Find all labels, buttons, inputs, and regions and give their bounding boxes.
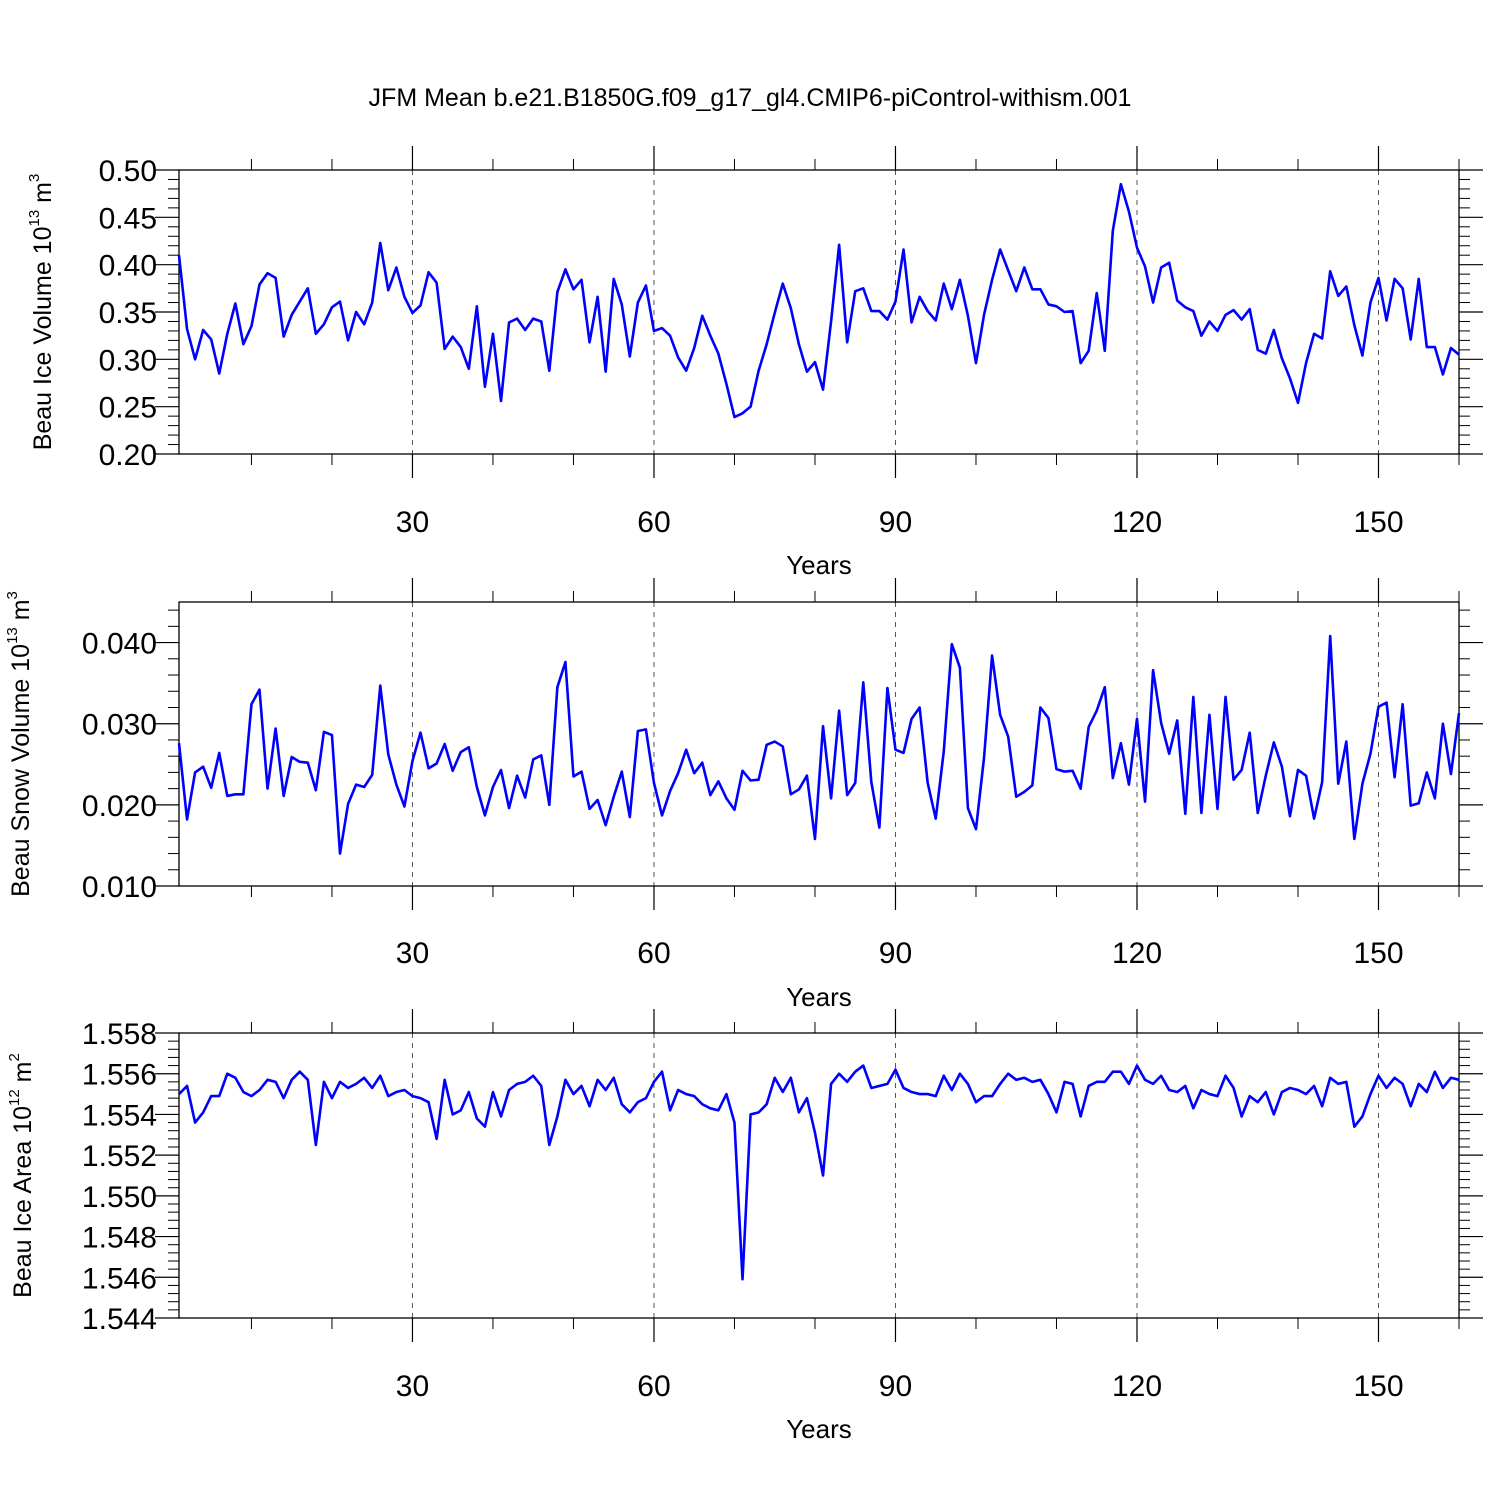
panel-1: 0.20 0.25 0.30 0.35 0.40 0.45 0.50 30 60 90 120 150…: [26, 146, 1483, 580]
y-axis-label: Beau Snow Volume 1013 m3: [4, 591, 35, 897]
y-axis-label: Beau Ice Volume 1013 m3: [26, 174, 57, 451]
x-tick-label: 120: [1112, 937, 1162, 970]
x-axis-label: Years: [786, 550, 852, 580]
x-tick-label: 60: [637, 937, 670, 970]
y-tick-label: 0.020: [82, 790, 157, 823]
y-tick-label: 1.552: [82, 1140, 157, 1173]
y-tick-label: 0.50: [99, 155, 157, 188]
x-tick-label: 150: [1353, 937, 1403, 970]
y-tick-label: 1.550: [82, 1181, 157, 1214]
y-tick-label: 0.25: [99, 392, 157, 425]
series-line: [177, 634, 1461, 855]
panel-2: 0.010 0.020 0.030 0.040 30 60 90 120 150 Years Bea…: [4, 578, 1483, 1012]
y-label-text: Beau Snow Volume 10: [7, 644, 35, 897]
x-tick-label: 150: [1353, 506, 1403, 539]
y-tick-label: 0.010: [82, 871, 157, 904]
y-tick-label: 1.548: [82, 1222, 157, 1255]
chart-title: JFM Mean b.e21.B1850G.f09_g17_gl4.CMIP6-…: [369, 84, 1132, 112]
x-tick-label: 60: [637, 506, 670, 539]
y-label-superscript: 3: [4, 591, 21, 599]
y-tick-label: 1.558: [82, 1018, 157, 1051]
y-tick-label: 0.45: [99, 202, 157, 235]
y-tick-label: 1.546: [82, 1262, 157, 1295]
y-tick-label: 1.544: [82, 1303, 157, 1336]
y-label-superscript: 3: [26, 174, 43, 182]
y-label-superscript: 2: [6, 1053, 23, 1061]
y-tick-label: 1.554: [82, 1099, 157, 1132]
x-tick-label: 120: [1112, 1370, 1162, 1403]
plot-frame: [178, 169, 1460, 455]
series-line: [178, 1064, 1460, 1281]
panel-3: 1.544 1.546 1.548 1.550 1.552 1.554 1.556 1.558…: [6, 1009, 1483, 1444]
y-label-text: Beau Ice Area 10: [9, 1106, 37, 1298]
x-tick-label: 30: [396, 937, 429, 970]
y-tick-label: 1.556: [82, 1059, 157, 1092]
x-tick-label: 90: [879, 506, 912, 539]
x-axis-label: Years: [786, 1414, 852, 1444]
x-tick-label: 90: [879, 937, 912, 970]
y-label-text: m: [7, 599, 35, 627]
y-label-text: m: [29, 182, 57, 210]
y-tick-label: 0.30: [99, 344, 157, 377]
x-axis-label: Years: [786, 982, 852, 1012]
y-label-superscript: 13: [4, 627, 21, 644]
chart-panels: 0.20 0.25 0.30 0.35 0.40 0.45 0.50 30 60 90 120 150…: [4, 146, 1483, 1444]
x-tick-label: 120: [1112, 506, 1162, 539]
x-tick-label: 90: [879, 1370, 912, 1403]
x-tick-label: 30: [396, 506, 429, 539]
y-tick-label: 0.20: [99, 439, 157, 472]
y-axis-label: Beau Ice Area 1012 m2: [6, 1053, 37, 1298]
y-tick-label: 0.40: [99, 250, 157, 283]
y-label-text: m: [9, 1062, 37, 1090]
y-tick-label: 0.35: [99, 297, 157, 330]
y-label-text: Beau Ice Volume 10: [29, 227, 57, 451]
y-label-superscript: 12: [6, 1089, 23, 1106]
y-label-superscript: 13: [26, 210, 43, 227]
series-line: [177, 182, 1460, 419]
x-tick-label: 30: [396, 1370, 429, 1403]
y-tick-label: 0.040: [82, 628, 157, 661]
x-tick-label: 150: [1353, 1370, 1403, 1403]
x-tick-label: 60: [637, 1370, 670, 1403]
plot-frame: [178, 1032, 1460, 1319]
y-tick-label: 0.030: [82, 709, 157, 742]
